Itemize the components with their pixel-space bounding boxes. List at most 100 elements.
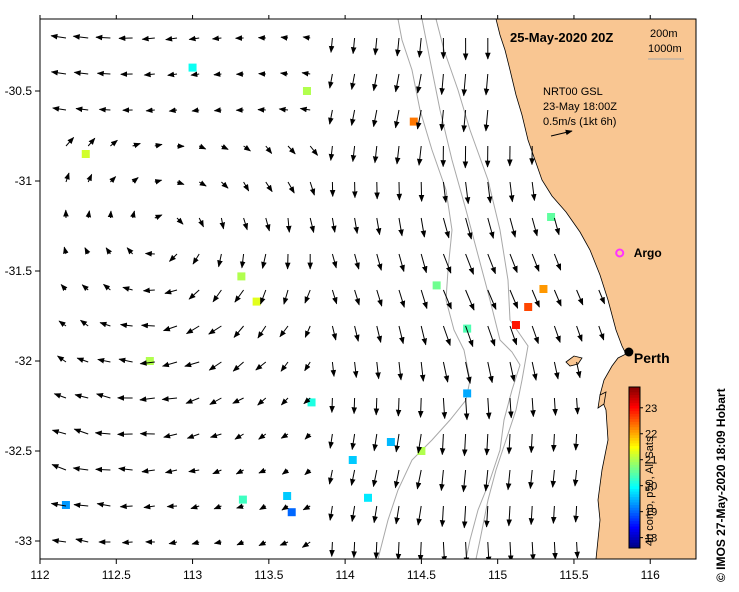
current-vector	[168, 107, 178, 113]
current-vector	[309, 217, 315, 234]
current-vector	[75, 537, 89, 544]
current-vector	[304, 432, 312, 440]
current-vector	[211, 35, 222, 42]
current-vector	[398, 217, 404, 237]
current-vector	[260, 289, 267, 305]
current-vector	[209, 432, 222, 439]
current-vector	[165, 35, 178, 42]
current-vector	[198, 143, 207, 150]
current-vector	[417, 541, 424, 559]
contour-label-1000m: 1000m	[648, 43, 682, 55]
current-vector	[281, 468, 290, 475]
current-vector	[550, 469, 557, 488]
current-vector	[461, 433, 468, 457]
current-vector	[239, 253, 246, 269]
current-vector	[509, 325, 518, 346]
current-vector	[154, 214, 163, 221]
colorbar-segment	[629, 526, 640, 530]
current-vector	[213, 71, 222, 77]
x-tick-label: 116	[641, 568, 660, 582]
current-vector	[419, 361, 426, 382]
current-vector	[461, 505, 468, 529]
current-vector	[72, 34, 89, 40]
current-vector	[96, 70, 111, 77]
current-vector	[162, 325, 178, 332]
current-vector	[163, 433, 178, 439]
current-vector	[301, 70, 311, 77]
current-vector	[328, 505, 334, 521]
current-vector	[373, 541, 380, 559]
current-vector	[553, 253, 562, 271]
current-vector	[258, 540, 267, 546]
current-vector	[85, 210, 92, 219]
colorbar-segment	[629, 443, 640, 447]
current-vector	[118, 466, 133, 472]
current-vector	[50, 501, 67, 508]
sst-pixel	[463, 324, 472, 333]
argo-float-marker	[615, 248, 625, 258]
current-vector	[109, 176, 117, 184]
current-vector	[553, 325, 561, 343]
current-vector	[96, 502, 111, 508]
current-vector	[350, 145, 357, 163]
current-vector	[302, 35, 311, 41]
current-vector	[190, 503, 200, 510]
current-vector	[304, 468, 312, 476]
current-vector	[509, 361, 516, 383]
sst-pixel	[81, 150, 90, 158]
current-vector	[487, 325, 496, 347]
colorbar-segment	[629, 405, 640, 409]
current-vector	[416, 145, 423, 166]
colorbar-segment	[629, 435, 640, 439]
colorbar-segment	[629, 499, 640, 503]
current-vector	[461, 73, 468, 97]
current-vector	[373, 397, 380, 416]
current-vector	[441, 397, 448, 420]
current-vector	[376, 289, 383, 307]
current-vector	[126, 247, 134, 255]
current-vector	[576, 289, 584, 306]
sst-pixel	[348, 456, 357, 464]
current-vector	[487, 361, 494, 384]
current-vector	[304, 325, 311, 338]
current-vector	[234, 289, 245, 303]
current-vector	[110, 139, 118, 147]
current-vector	[371, 469, 378, 488]
current-vector	[465, 289, 475, 311]
current-vector	[73, 70, 89, 76]
current-vector	[95, 466, 111, 473]
current-vector	[184, 361, 200, 368]
sst-pixel	[463, 389, 472, 398]
current-vector	[394, 433, 400, 453]
current-vector	[259, 503, 267, 510]
colorbar-segment	[629, 395, 640, 399]
current-vector	[51, 538, 67, 544]
current-vector	[350, 505, 356, 523]
current-vector	[331, 325, 338, 341]
colorbar-segment	[629, 478, 640, 482]
current-vector	[330, 361, 337, 377]
current-vector	[530, 541, 536, 559]
current-vector	[463, 397, 470, 421]
y-tick-label: -30.5	[5, 84, 33, 98]
colorbar-segment	[629, 408, 640, 412]
current-vector	[130, 210, 136, 219]
colorbar-segment	[629, 424, 640, 428]
current-vector	[51, 429, 67, 435]
current-vector	[99, 321, 111, 328]
x-tick-label: 115	[488, 568, 507, 582]
current-vector	[463, 541, 470, 559]
current-vector	[576, 325, 583, 342]
land-mass	[495, 19, 696, 559]
current-vector	[176, 179, 185, 185]
current-vector	[161, 396, 178, 402]
sst-pixel	[307, 398, 316, 407]
colorbar-segment	[629, 427, 640, 431]
current-vector	[420, 217, 427, 238]
current-vector	[281, 504, 289, 511]
colorbar-segment	[629, 440, 640, 444]
current-vector	[395, 37, 401, 57]
current-vector	[304, 289, 311, 304]
current-vector	[79, 319, 89, 327]
